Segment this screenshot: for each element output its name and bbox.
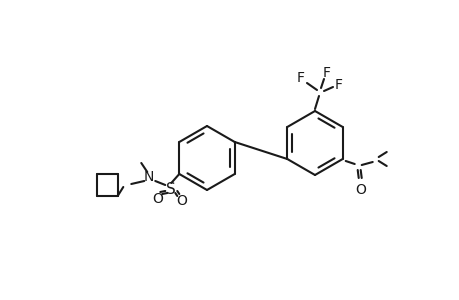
Text: F: F bbox=[322, 66, 330, 80]
Text: S: S bbox=[166, 182, 176, 196]
Text: O: O bbox=[151, 192, 162, 206]
Text: F: F bbox=[297, 71, 304, 85]
Text: F: F bbox=[334, 78, 342, 92]
Text: O: O bbox=[175, 194, 186, 208]
Text: N: N bbox=[144, 170, 154, 184]
Text: O: O bbox=[354, 183, 365, 197]
